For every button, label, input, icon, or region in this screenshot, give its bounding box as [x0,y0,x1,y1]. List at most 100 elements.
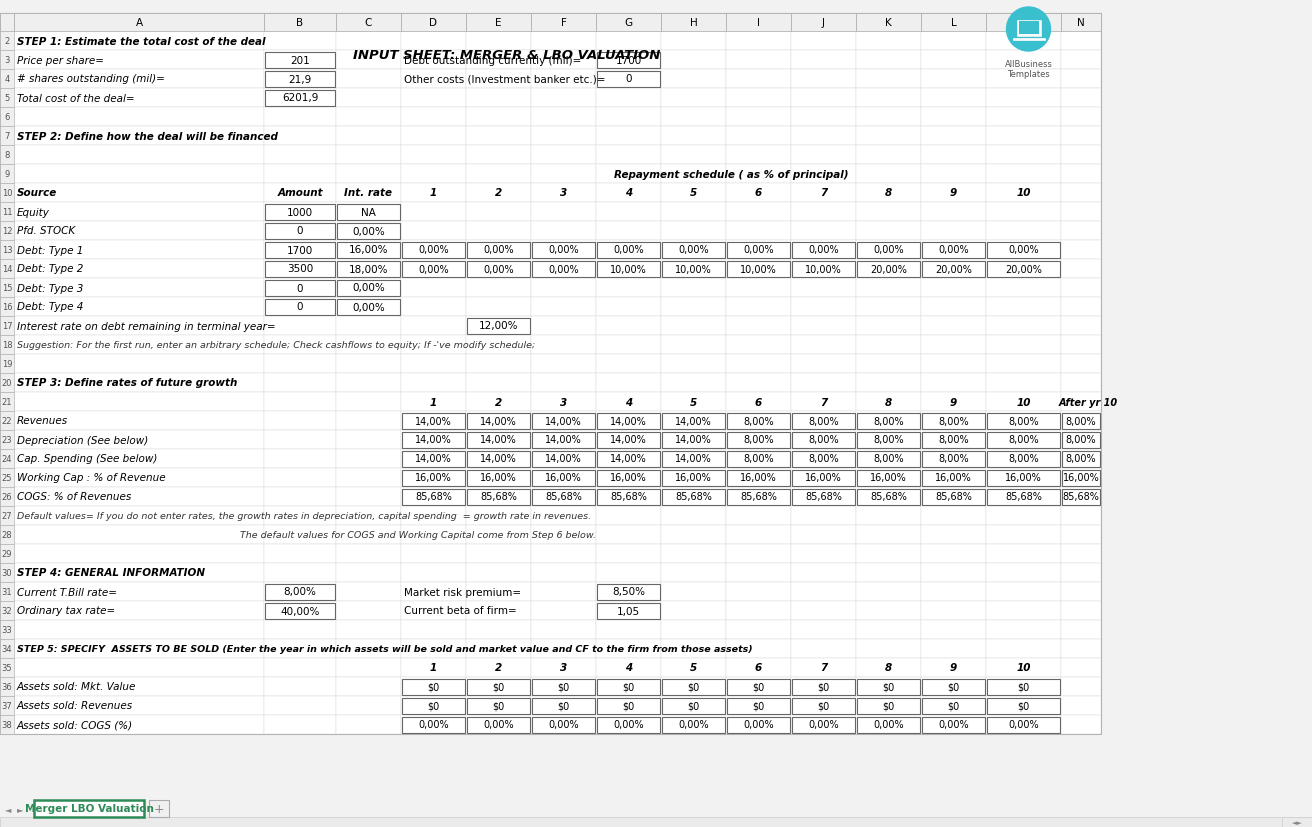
Bar [1282,817,1312,827]
Text: $0: $0 [817,681,829,691]
Bar [791,88,855,108]
Bar [14,620,264,639]
Bar [791,677,855,696]
Bar [921,506,987,525]
Bar [336,317,401,336]
Text: N: N [1077,18,1085,28]
Text: 1: 1 [430,397,437,407]
Text: Assets sold: Revenues: Assets sold: Revenues [17,700,133,710]
Bar [921,14,987,32]
Bar [596,374,661,393]
Text: 1: 1 [430,662,437,672]
Bar [401,317,466,336]
Text: STEP 5: SPECIFY  ASSETS TO BE SOLD (Enter the year in which assets will be sold : STEP 5: SPECIFY ASSETS TO BE SOLD (Enter… [17,644,753,653]
Bar [336,449,401,468]
Bar [264,601,336,620]
Bar [726,108,791,127]
Bar [726,658,791,677]
Text: 20,00%: 20,00% [1005,264,1042,275]
Bar [265,242,335,258]
Bar [264,374,336,393]
Bar [921,374,987,393]
Bar [663,717,726,733]
Bar [987,261,1060,277]
Text: 35: 35 [1,663,12,672]
Bar [264,639,336,658]
Bar [855,412,921,431]
Bar [663,413,726,429]
Bar [401,679,464,695]
Bar [265,280,335,296]
Bar [661,431,726,449]
Bar [14,70,264,88]
Bar [264,260,336,279]
Bar [466,715,531,734]
Bar [265,603,335,619]
Bar [466,165,531,184]
Bar [726,146,791,165]
Bar [791,468,855,487]
Bar [987,298,1061,317]
Bar [726,449,791,468]
Bar [596,449,661,468]
Bar [531,32,596,51]
Bar [855,51,921,70]
Bar [855,393,921,412]
Bar [1061,677,1101,696]
Bar [401,525,466,544]
Bar [597,717,660,733]
Bar [1061,487,1101,506]
Bar [596,88,661,108]
Bar [265,584,335,600]
Bar [401,88,466,108]
Bar [0,449,14,468]
Bar [987,658,1061,677]
Bar [987,203,1061,222]
Bar [466,677,531,696]
Text: 16,00%: 16,00% [935,473,972,483]
Bar [597,242,660,258]
Bar [791,32,855,51]
Text: 14,00%: 14,00% [480,416,517,426]
Bar [726,184,791,203]
Bar [922,679,985,695]
Text: 9: 9 [4,170,9,179]
Bar [466,108,531,127]
Bar [0,298,14,317]
Bar [921,677,987,696]
Bar [401,393,466,412]
Text: 6: 6 [754,662,762,672]
Bar [661,449,726,468]
Text: $0: $0 [687,700,699,710]
Text: 0,00%: 0,00% [743,245,774,256]
Text: # shares outstanding (mil)=: # shares outstanding (mil)= [17,74,165,84]
Bar [401,470,464,486]
Bar [987,127,1061,146]
Bar [0,393,14,412]
Text: $0: $0 [947,681,959,691]
Bar [791,146,855,165]
Text: 0,00%: 0,00% [808,719,838,729]
Bar [791,412,855,431]
Text: 6: 6 [754,189,762,198]
Text: 17: 17 [1,322,12,331]
Text: 0,00%: 0,00% [808,245,838,256]
Bar [14,449,264,468]
Bar [1061,184,1101,203]
Text: Debt: Type 3: Debt: Type 3 [17,283,84,293]
Text: 3: 3 [560,397,567,407]
Text: 4: 4 [625,662,632,672]
Text: 2: 2 [495,189,502,198]
Bar [791,544,855,563]
Bar [855,70,921,88]
Text: 7: 7 [820,397,827,407]
Bar [466,696,531,715]
Bar [791,127,855,146]
Text: Assets sold: Mkt. Value: Assets sold: Mkt. Value [17,681,136,691]
Bar [531,146,596,165]
Bar [0,70,14,88]
Bar [1061,317,1101,336]
Bar [0,184,14,203]
Bar [1061,525,1101,544]
Bar [150,800,169,817]
